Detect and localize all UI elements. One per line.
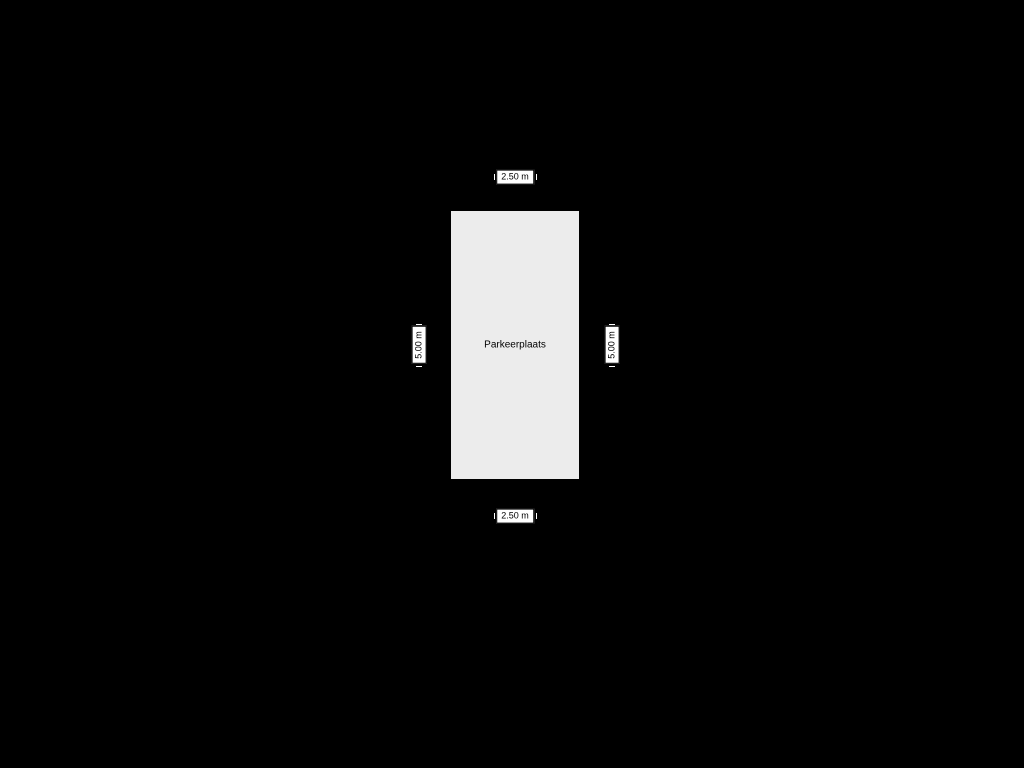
dim-tick xyxy=(416,324,422,325)
dim-tick xyxy=(416,366,422,367)
diagram-canvas: Parkeerplaats 2.50 m 2.50 m 5.00 m 5.00 … xyxy=(0,0,1024,768)
dim-tick xyxy=(609,324,615,325)
dimension-label-left: 5.00 m xyxy=(412,326,427,364)
dimension-label-top: 2.50 m xyxy=(496,170,534,185)
dimension-label-right: 5.00 m xyxy=(605,326,620,364)
dim-tick xyxy=(609,366,615,367)
parking-spot-label: Parkeerplaats xyxy=(484,340,546,351)
dim-tick xyxy=(494,174,495,180)
dimension-label-bottom: 2.50 m xyxy=(496,509,534,524)
dim-tick xyxy=(494,513,495,519)
dim-tick xyxy=(536,513,537,519)
dim-tick xyxy=(536,174,537,180)
